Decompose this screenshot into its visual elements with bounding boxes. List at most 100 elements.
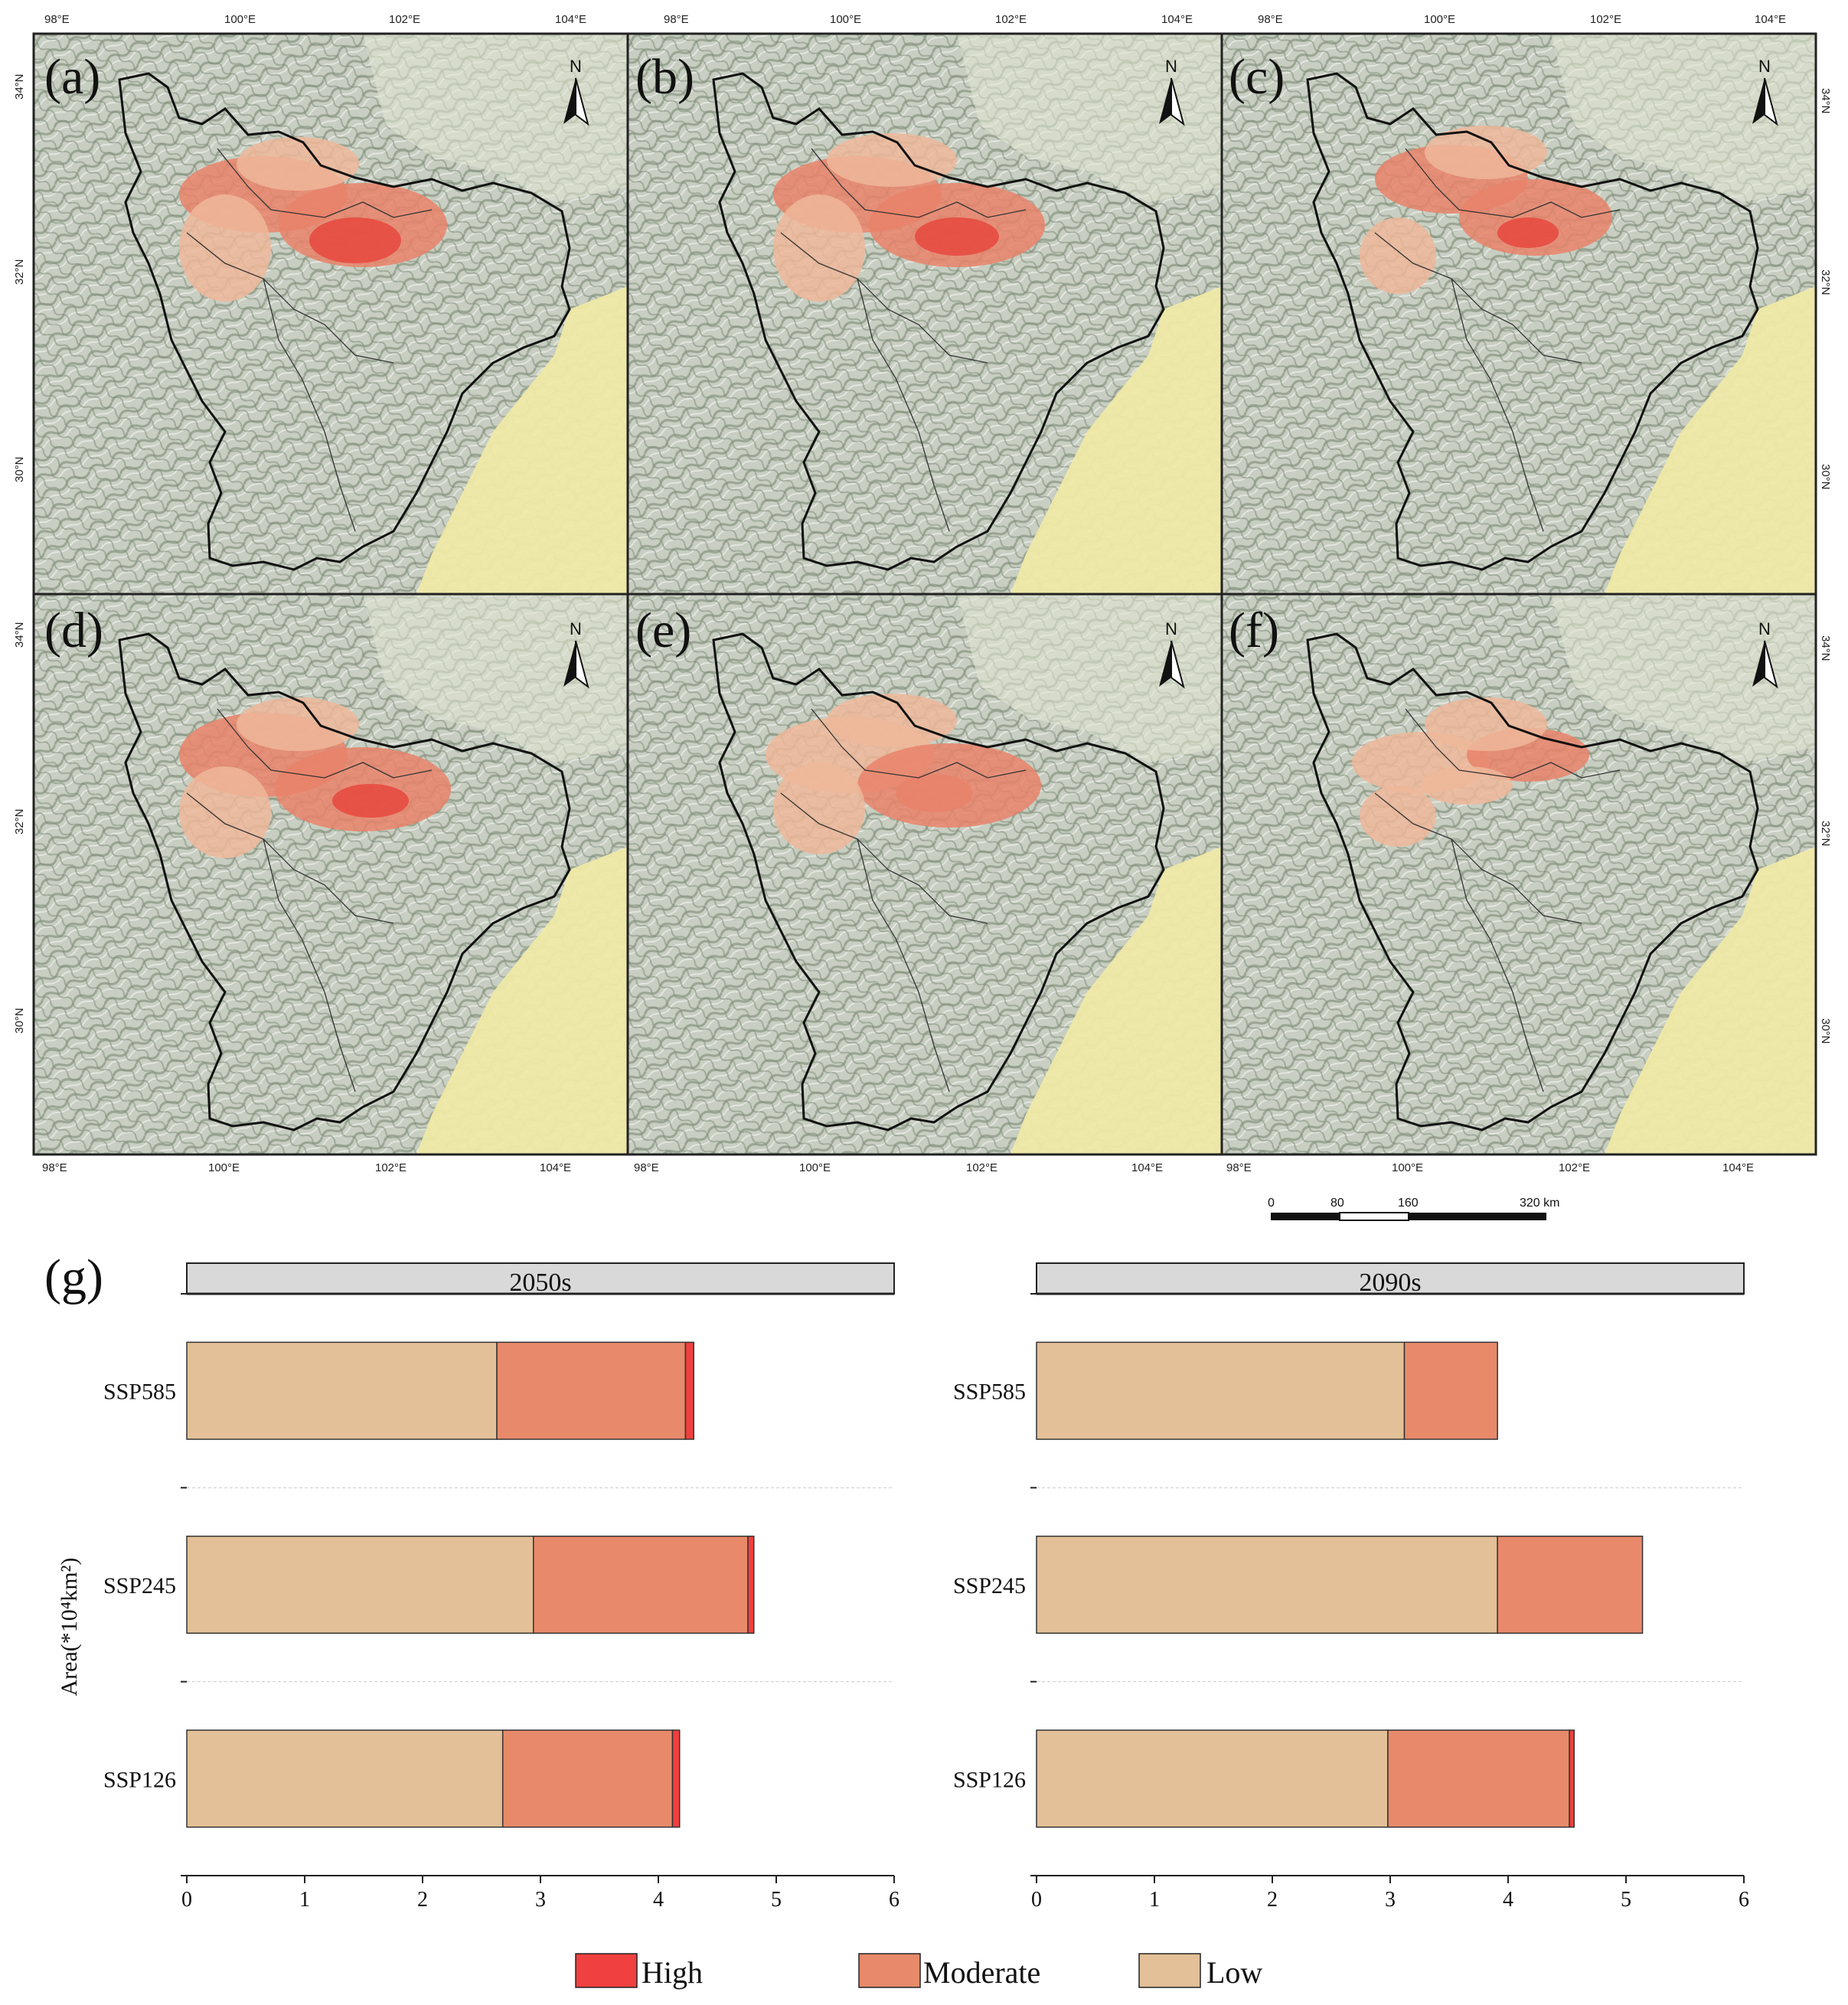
- map-panel: [1220, 593, 1817, 1156]
- map-panel: [626, 593, 1223, 1156]
- risk-zone: [915, 217, 999, 256]
- county-boundary: [857, 838, 950, 1092]
- map-grid: [32, 32, 1817, 1156]
- map-content: [34, 594, 628, 1154]
- legend-label-low: Low: [1206, 1955, 1262, 1990]
- category-label: SSP245: [103, 1573, 176, 1598]
- county-boundary: [1374, 792, 1582, 924]
- risk-zone: [773, 762, 865, 854]
- category-label: SSP126: [103, 1767, 176, 1792]
- county-boundary: [811, 148, 1027, 218]
- category-label: SSP585: [953, 1380, 1026, 1405]
- lon-tick-bottom: 98°E: [634, 1161, 659, 1174]
- category-label: SSP585: [103, 1380, 176, 1405]
- legend-label-moderate: Moderate: [923, 1955, 1040, 1990]
- bar-segment-low: [1036, 1535, 1498, 1634]
- region-boundary: [118, 72, 571, 571]
- panel-label: (e): [635, 602, 691, 658]
- plain-area: [416, 847, 628, 1154]
- map-content: [1222, 34, 1816, 594]
- region-boundary: [712, 632, 1165, 1131]
- lat-tick-right: 32°N: [1819, 821, 1832, 847]
- map-panel: [1220, 32, 1817, 596]
- map-content: [628, 34, 1222, 594]
- north-arrow-icon: N: [563, 57, 589, 126]
- region-boundary: [1306, 632, 1759, 1131]
- lon-tick-top: 104°E: [1755, 13, 1786, 26]
- bar-segment-moderate: [1497, 1535, 1644, 1634]
- lon-tick-top: 98°E: [1258, 13, 1283, 26]
- bar-segment-high: [1569, 1729, 1575, 1828]
- north-arrow-icon: N: [563, 619, 589, 689]
- bar-segment-moderate: [533, 1535, 749, 1634]
- x-tick-label: 3: [535, 1888, 546, 1912]
- map-content: [628, 594, 1222, 1154]
- bar-segment-low: [1036, 1729, 1389, 1828]
- risk-zone: [309, 217, 401, 263]
- north-label: N: [1758, 619, 1771, 638]
- lon-tick-top: 102°E: [1590, 13, 1621, 26]
- risk-zone: [1360, 217, 1436, 294]
- county-boundary: [1451, 838, 1544, 1092]
- lon-tick-top: 104°E: [555, 13, 586, 26]
- bar-segment-high: [671, 1729, 681, 1828]
- lat-tick-left: 34°N: [13, 73, 26, 100]
- risk-zone: [179, 766, 271, 858]
- county-boundary: [217, 148, 433, 218]
- county-boundary: [1374, 232, 1582, 364]
- scale-label: 320 km: [1520, 1197, 1559, 1210]
- category-label: SSP126: [953, 1767, 1026, 1792]
- bar-segment-low: [186, 1341, 498, 1440]
- county-boundary: [1451, 278, 1544, 532]
- county-boundary: [186, 232, 394, 364]
- risk-zone: [1497, 217, 1559, 248]
- plain-area: [1011, 286, 1222, 594]
- lon-tick-bottom: 104°E: [540, 1161, 571, 1174]
- lon-tick-top: 100°E: [1424, 13, 1455, 26]
- lat-tick-right: 30°N: [1819, 1018, 1832, 1044]
- category-label: SSP245: [953, 1573, 1026, 1598]
- map-content: [34, 34, 628, 594]
- lon-tick-top: 98°E: [664, 13, 689, 26]
- north-arrow-icon: N: [1159, 57, 1185, 126]
- lat-tick-left: 30°N: [13, 1007, 26, 1034]
- county-boundary: [811, 708, 1027, 779]
- panel-label: (c): [1229, 49, 1285, 105]
- map-tick-labels: 98°E 100°E 102°E 104°E 98°E 100°E 102°E …: [13, 13, 1832, 1174]
- bar-segment-low: [186, 1729, 504, 1828]
- scale-label: 0: [1268, 1197, 1275, 1210]
- region-boundary: [118, 632, 571, 1131]
- lon-tick-top: 98°E: [44, 13, 70, 26]
- lon-tick-top: 100°E: [224, 13, 256, 26]
- plain-area: [1605, 286, 1816, 594]
- map-panel: [626, 32, 1223, 596]
- lon-tick-bottom: 98°E: [42, 1161, 67, 1174]
- risk-zone: [896, 774, 972, 812]
- bar-segment-moderate: [1403, 1341, 1498, 1440]
- chart-2090s: 2090s SSP585 SSP245 SSP126 0 1 2 3 4 5 6: [953, 1262, 1749, 1912]
- panel-label: (b): [635, 49, 694, 105]
- x-tick-label: 4: [653, 1888, 664, 1912]
- x-tick-label: 3: [1385, 1888, 1396, 1912]
- grassland-area: [1551, 594, 1816, 762]
- x-tick-label: 6: [889, 1888, 900, 1912]
- lat-tick-left: 32°N: [13, 808, 26, 834]
- county-boundary: [186, 792, 394, 924]
- county-boundary: [857, 278, 950, 532]
- county-boundary: [263, 278, 356, 532]
- plain-area: [1011, 847, 1222, 1154]
- risk-zone: [827, 694, 957, 747]
- map-panel: [32, 32, 629, 596]
- north-label: N: [570, 57, 582, 76]
- lat-tick-right: 34°N: [1819, 635, 1832, 661]
- risk-zone: [237, 697, 359, 751]
- north-label: N: [1165, 57, 1177, 76]
- map-content: [1222, 594, 1816, 1154]
- region-boundary: [712, 72, 1165, 571]
- risk-zone: [1425, 697, 1547, 751]
- risk-zone: [1421, 766, 1513, 805]
- x-tick-label: 5: [1621, 1888, 1631, 1912]
- lon-tick-bottom: 102°E: [375, 1161, 406, 1174]
